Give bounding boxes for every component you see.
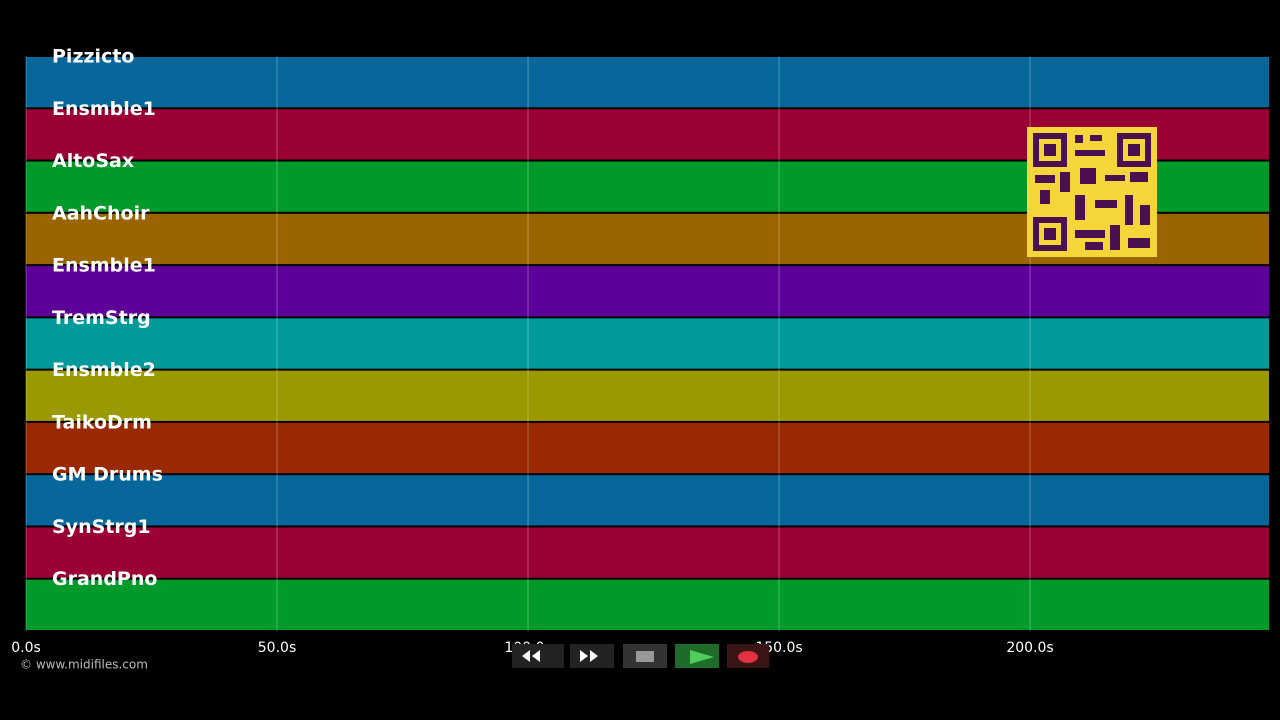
track-lane	[26, 579, 1269, 630]
track-name: GrandPno	[52, 568, 157, 590]
track-lane	[26, 318, 1269, 369]
copyright: © www.midifiles.com	[20, 658, 148, 672]
transport-controls	[512, 644, 769, 668]
x-tick-label: 50.0s	[258, 640, 296, 656]
track-name: GM Drums	[52, 464, 163, 486]
track-name: Ensmble1	[52, 98, 156, 120]
labels: Pizzicto Ensmble1 AltoSax AahChoir Ensmble1 T…	[52, 46, 163, 591]
track-name: AahChoir	[52, 202, 150, 224]
track-name: SynStrg1	[52, 516, 151, 538]
track-lane	[26, 370, 1269, 421]
track-lane	[26, 527, 1269, 578]
track-lane	[26, 475, 1269, 526]
track-name: Ensmble1	[52, 255, 156, 277]
qr-code	[1027, 127, 1157, 257]
track-name: Pizzicto	[52, 46, 134, 68]
track-lane	[26, 422, 1269, 474]
track-lane	[26, 57, 1269, 108]
x-tick-label: 200.0s	[1006, 640, 1053, 656]
track-name: TaikoDrm	[52, 411, 152, 433]
track-name: Ensmble2	[52, 359, 156, 381]
track-name: TremStrg	[52, 307, 151, 329]
track-lane	[26, 266, 1269, 317]
x-tick-label: 0.0s	[11, 640, 41, 656]
track-name: AltoSax	[52, 150, 134, 172]
